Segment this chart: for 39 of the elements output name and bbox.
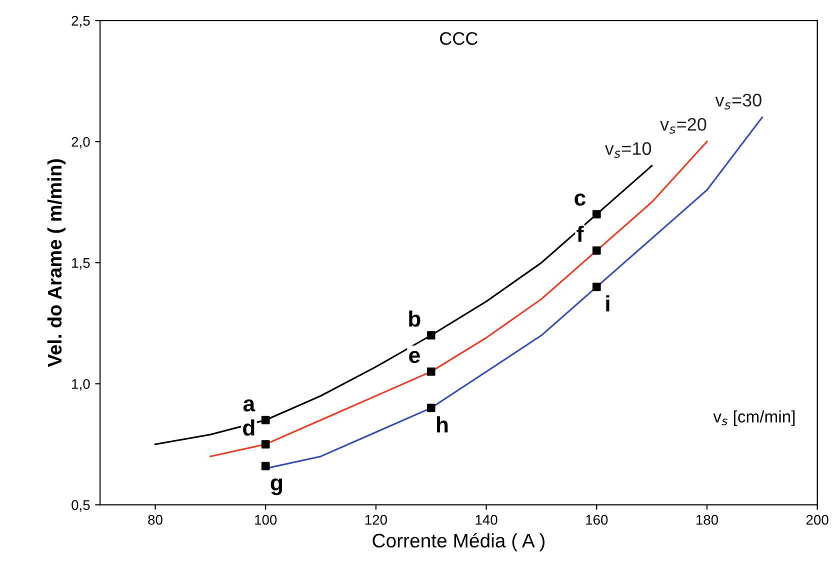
y-tick-label: 0,5 [72, 500, 90, 512]
annotation: v$_{s}$ [cm/min] [713, 410, 795, 426]
x-tick-label: 100 [255, 514, 277, 525]
chart-title: CCC [440, 32, 478, 45]
annotation: d [243, 419, 254, 436]
y-tick-label: 1,5 [72, 258, 90, 270]
y-tick-label: 1,0 [72, 379, 90, 391]
x-axis-title: Corrente Média ( A ) [372, 533, 544, 552]
annotation: f [576, 226, 584, 242]
y-axis-title: Vel. do Arame ( m/min) [47, 159, 66, 367]
line-series [210, 140, 708, 458]
series-label: v$_{s}$=20 [660, 118, 706, 134]
point [261, 416, 270, 424]
point [426, 367, 436, 376]
point [592, 246, 601, 255]
annotation: i [606, 295, 610, 312]
point [592, 282, 601, 292]
x-tick-label: 200 [806, 514, 828, 525]
y-tick-label: 2,0 [72, 136, 90, 148]
series-label: v$_{s}$=30 [715, 94, 762, 110]
annotation: h [436, 416, 448, 432]
annotation: e [409, 350, 420, 364]
series-label: v$_{s}$=10 [604, 142, 652, 158]
point [592, 210, 601, 218]
annotation: b [409, 310, 420, 327]
line-series [154, 164, 653, 446]
x-tick-label: 160 [586, 514, 608, 525]
x-tick-label: 140 [476, 514, 498, 525]
point [261, 440, 270, 448]
point [426, 404, 436, 412]
y-tick-label: 2,5 [72, 16, 90, 28]
x-tick-label: 120 [365, 514, 387, 525]
point [261, 462, 270, 470]
point [426, 331, 436, 340]
x-tick-label: 180 [696, 514, 718, 525]
annotation: c [574, 194, 586, 206]
x-tick-label: 80 [148, 514, 162, 525]
annotation: g [270, 478, 282, 496]
annotation: a [243, 399, 256, 412]
